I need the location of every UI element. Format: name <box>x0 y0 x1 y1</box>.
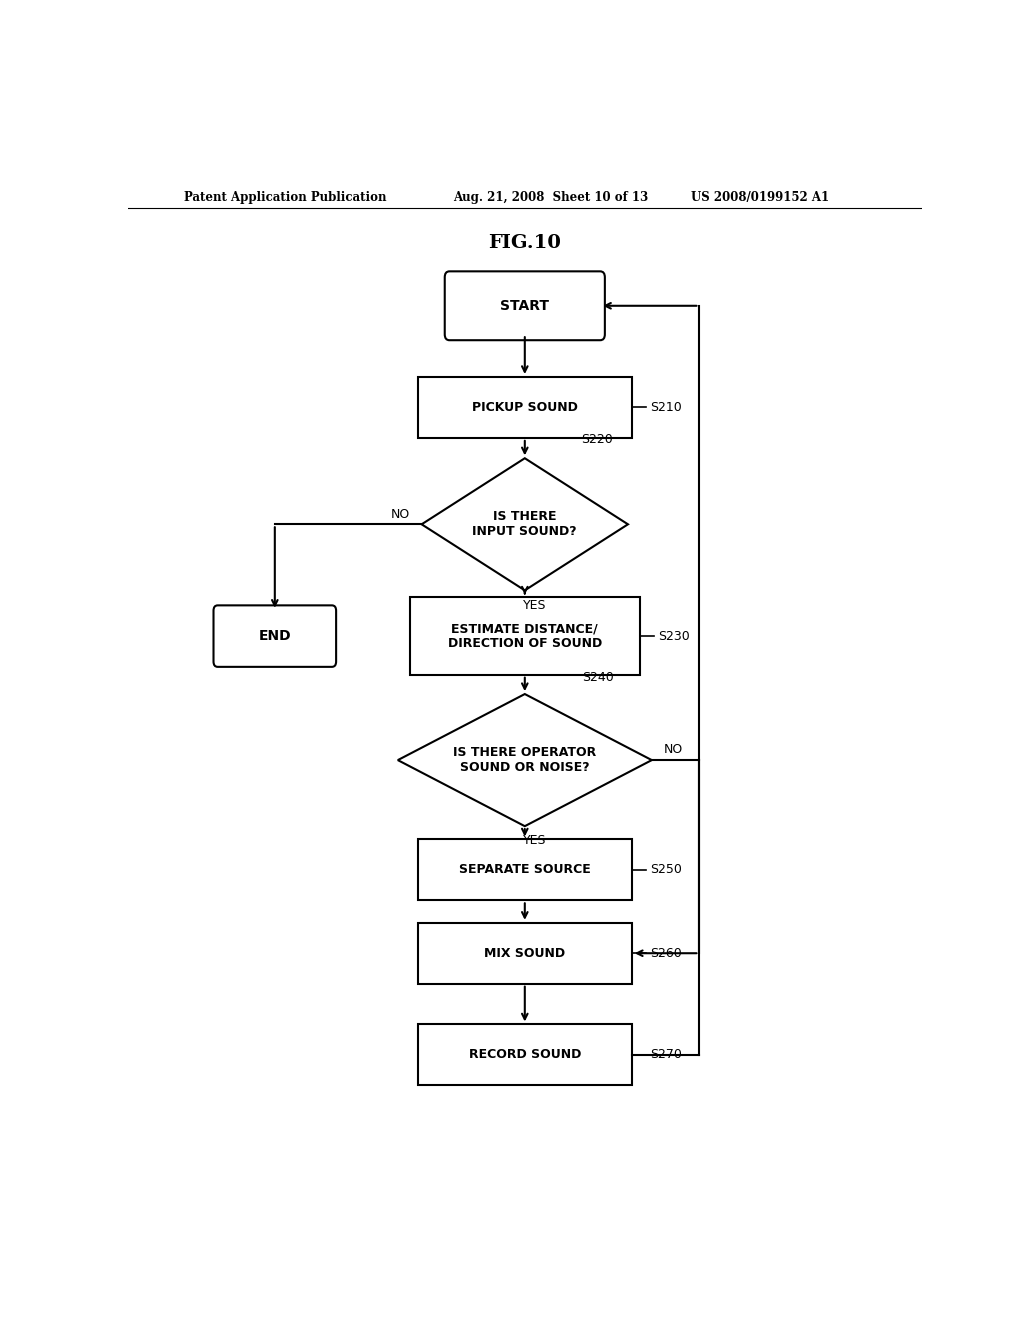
Polygon shape <box>422 458 628 590</box>
Text: SEPARATE SOURCE: SEPARATE SOURCE <box>459 863 591 876</box>
Text: US 2008/0199152 A1: US 2008/0199152 A1 <box>691 190 829 203</box>
Text: NO: NO <box>390 508 410 520</box>
Text: ESTIMATE DISTANCE/
DIRECTION OF SOUND: ESTIMATE DISTANCE/ DIRECTION OF SOUND <box>447 622 602 651</box>
Text: YES: YES <box>522 598 546 611</box>
Text: S230: S230 <box>658 630 690 643</box>
Polygon shape <box>397 694 652 826</box>
Bar <box>418 1024 632 1085</box>
Text: Patent Application Publication: Patent Application Publication <box>183 190 386 203</box>
Bar <box>410 598 640 675</box>
Text: S270: S270 <box>650 1048 682 1061</box>
Text: IS THERE OPERATOR
SOUND OR NOISE?: IS THERE OPERATOR SOUND OR NOISE? <box>454 746 596 774</box>
Bar <box>418 840 632 900</box>
Text: Aug. 21, 2008  Sheet 10 of 13: Aug. 21, 2008 Sheet 10 of 13 <box>454 190 648 203</box>
Text: START: START <box>501 298 549 313</box>
Text: S260: S260 <box>650 946 682 960</box>
Text: FIG.10: FIG.10 <box>488 234 561 252</box>
Text: S220: S220 <box>582 433 613 446</box>
Text: S250: S250 <box>650 863 682 876</box>
Text: S240: S240 <box>582 671 613 684</box>
Text: S210: S210 <box>650 401 682 414</box>
Bar <box>418 923 632 983</box>
Text: PICKUP SOUND: PICKUP SOUND <box>472 401 578 414</box>
Text: NO: NO <box>664 743 683 756</box>
Text: RECORD SOUND: RECORD SOUND <box>469 1048 581 1061</box>
Text: YES: YES <box>522 834 546 847</box>
Text: END: END <box>258 630 291 643</box>
Text: MIX SOUND: MIX SOUND <box>484 946 565 960</box>
FancyBboxPatch shape <box>214 606 336 667</box>
Text: IS THERE
INPUT SOUND?: IS THERE INPUT SOUND? <box>472 511 578 539</box>
Bar <box>418 378 632 438</box>
FancyBboxPatch shape <box>444 272 605 341</box>
